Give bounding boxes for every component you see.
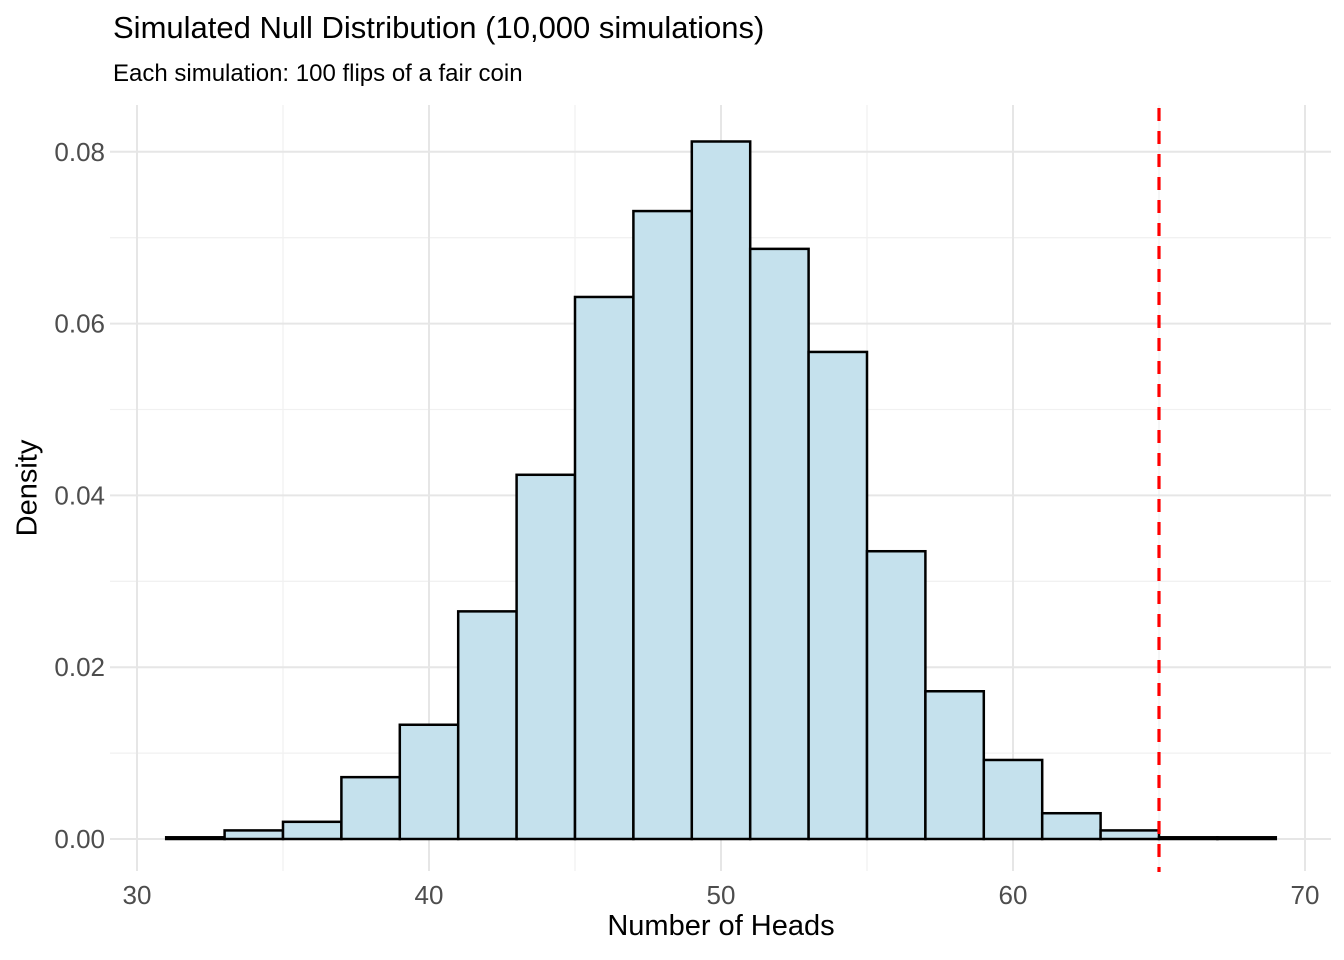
histogram-bar (456, 610, 518, 841)
histogram-bar (281, 820, 343, 841)
chart-subtitle: Each simulation: 100 flips of a fair coi… (113, 60, 523, 87)
histogram-bar (223, 829, 285, 841)
y-tick-label: 0.00 (54, 824, 105, 854)
histogram-bar (1157, 836, 1219, 841)
histogram-bar (515, 473, 577, 841)
histogram-bar (632, 209, 694, 841)
y-tick-label: 0.08 (54, 137, 105, 167)
histogram-bar (1040, 811, 1102, 841)
y-tick-label: 0.06 (54, 309, 105, 339)
histogram-bar (1216, 836, 1278, 841)
chart-title: Simulated Null Distribution (10,000 simu… (113, 10, 765, 45)
histogram-bar (982, 758, 1044, 841)
x-tick-label: 40 (415, 880, 444, 910)
histogram-bar (340, 775, 402, 841)
histogram-bar (398, 723, 460, 841)
histogram-bar (807, 350, 869, 841)
x-tick-label: 30 (123, 880, 152, 910)
x-tick-label: 60 (999, 880, 1028, 910)
histogram-bar (164, 836, 226, 841)
histogram-bar (748, 247, 810, 841)
y-tick-label: 0.04 (54, 480, 105, 510)
x-tick-label: 50 (707, 880, 736, 910)
x-tick-label: 70 (1291, 880, 1320, 910)
histogram-bar (865, 549, 927, 841)
histogram-bar (573, 295, 635, 841)
y-axis-title: Density (11, 439, 44, 537)
y-tick-label: 0.02 (54, 652, 105, 682)
histogram-bar (924, 690, 986, 841)
histogram-bar (1099, 829, 1161, 841)
x-axis-title: Number of Heads (607, 910, 835, 942)
histogram-bar (690, 140, 752, 841)
